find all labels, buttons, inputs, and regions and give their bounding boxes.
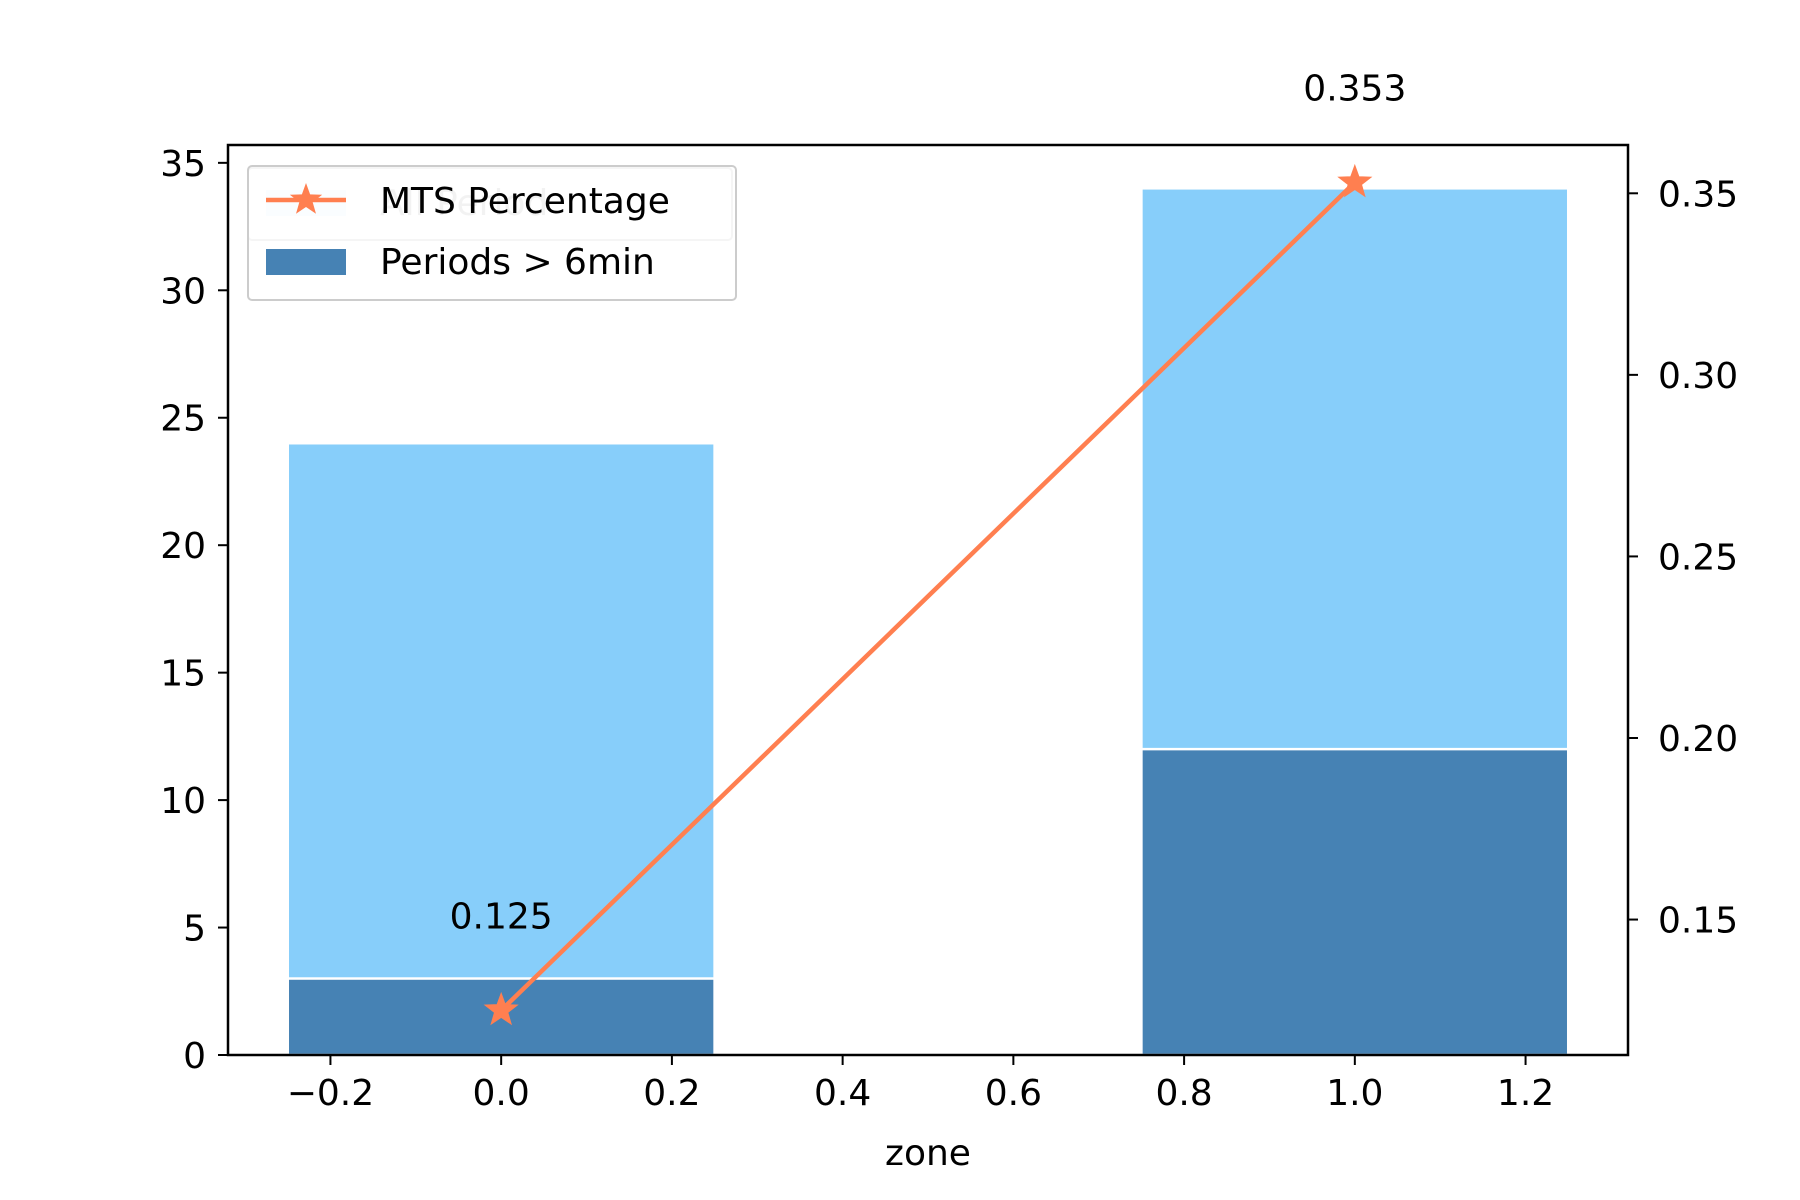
y-tick-label-6: 30 — [160, 271, 206, 312]
y-tick-label-4: 20 — [160, 526, 206, 567]
data-label-0: 0.125 — [450, 896, 553, 937]
y-tick-label-3: 15 — [160, 654, 206, 695]
x-axis-ticks: −0.2 0.0 0.2 0.4 0.6 0.8 1.0 1.2 — [287, 1055, 1554, 1114]
plot-frame — [226, 143, 1630, 1057]
x-tick-label-5: 0.8 — [1155, 1073, 1212, 1114]
bar-periods-over-6min-1 — [1140, 747, 1570, 1057]
y2-tick-label-4: 0.35 — [1658, 174, 1738, 215]
mts-percentage-point-1 — [1337, 163, 1373, 198]
legend-label-1-1: Periods > 6min — [380, 242, 655, 283]
bar-all-period-0 — [286, 441, 716, 1057]
x-tick-label-6: 1.0 — [1326, 1073, 1383, 1114]
x-tick-label-0: −0.2 — [287, 1073, 374, 1114]
y2-tick-label-3: 0.30 — [1658, 356, 1738, 397]
bars-layer — [286, 187, 1570, 1057]
mts-percentage-line — [499, 180, 1357, 1012]
legend-box-1: MTS Percentage Periods > 6min — [247, 165, 737, 301]
x-axis-title: zone — [885, 1133, 971, 1174]
y-tick-label-1: 5 — [183, 909, 206, 950]
line-layer — [483, 163, 1373, 1026]
y2-tick-label-2: 0.25 — [1658, 537, 1738, 578]
mts-percentage-point-0 — [483, 991, 519, 1026]
y-tick-label-5: 25 — [160, 399, 206, 440]
legend-swatch-1-1 — [266, 249, 346, 275]
legend-frame-1 — [247, 165, 737, 301]
y-tick-label-2: 10 — [160, 781, 206, 822]
x-tick-label-7: 1.2 — [1497, 1073, 1554, 1114]
y-axis-right-ticks: 0.15 0.20 0.25 0.30 0.35 — [1628, 174, 1738, 942]
y2-tick-label-0: 0.15 — [1658, 901, 1738, 942]
y2-tick-label-1: 0.20 — [1658, 719, 1738, 760]
y-axis-left-ticks: 0 5 10 15 20 25 30 35 — [160, 144, 228, 1077]
x-tick-label-1: 0.0 — [473, 1073, 530, 1114]
data-labels: 0.125 0.353 — [450, 68, 1407, 937]
x-tick-label-2: 0.2 — [643, 1073, 700, 1114]
legend-star-1-0 — [289, 183, 323, 214]
x-tick-label-3: 0.4 — [814, 1073, 871, 1114]
legend-label-1-0: MTS Percentage — [380, 181, 670, 222]
y-tick-label-0: 0 — [183, 1036, 206, 1077]
data-label-1: 0.353 — [1303, 68, 1406, 109]
y-tick-label-7: 35 — [160, 144, 206, 185]
x-tick-label-4: 0.6 — [985, 1073, 1042, 1114]
